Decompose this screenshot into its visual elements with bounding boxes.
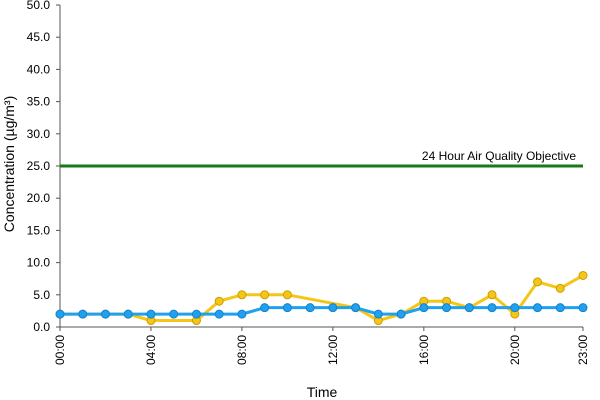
series-2-point (396, 309, 406, 319)
series-2-point (78, 309, 88, 319)
series-2-point (487, 303, 497, 313)
series-group (55, 270, 588, 326)
series-2-point (373, 309, 383, 319)
series-2-point (328, 303, 338, 313)
series-2-point (123, 309, 133, 319)
series-2-point (191, 309, 201, 319)
series-1-point (555, 283, 565, 293)
series-2-point (442, 303, 452, 313)
y-tick-label: 15.0 (27, 223, 51, 237)
x-tick-label: 12:00 (326, 335, 340, 365)
y-tick-label: 30.0 (27, 127, 51, 141)
series-2-point (533, 303, 543, 313)
reference-line-label: 24 Hour Air Quality Objective (422, 149, 576, 163)
series-2-point (100, 309, 110, 319)
x-tick-label: 08:00 (235, 335, 249, 365)
y-tick-label: 40.0 (27, 62, 51, 76)
x-axis-title: Time (307, 384, 338, 400)
x-tick-label: 04:00 (144, 335, 158, 365)
series-2-point (305, 303, 315, 313)
x-tick-label: 16:00 (417, 335, 431, 365)
series-2-point (419, 303, 429, 313)
y-tick-label: 5.0 (33, 288, 50, 302)
series-2-point (169, 309, 179, 319)
series-2-point (555, 303, 565, 313)
y-tick-label: 0.0 (33, 320, 50, 334)
y-tick-label: 45.0 (27, 30, 51, 44)
axes: 0.0 5.0 10.0 15.0 20.0 25.0 30.0 35.0 40.0 45.0 50… (27, 0, 590, 365)
series-1-point (214, 296, 224, 306)
series-2-line (60, 306, 583, 316)
series-2-point (351, 303, 361, 313)
series-2-point (55, 309, 65, 319)
y-tick-label: 35.0 (27, 95, 51, 109)
y-tick-label: 50.0 (27, 0, 51, 12)
reference-line-group: 24 Hour Air Quality Objective (60, 149, 583, 168)
x-tick-label: 20:00 (508, 335, 522, 365)
series-2-point (237, 309, 247, 319)
series-1-point (260, 290, 270, 300)
series-2-point (214, 309, 224, 319)
series-2-point (510, 303, 520, 313)
y-tick-label: 10.0 (27, 256, 51, 270)
y-axis-title: Concentration (µg/m³) (1, 96, 17, 232)
series-1-point (533, 277, 543, 287)
series-1-point (237, 290, 247, 300)
series-2-point (464, 303, 474, 313)
series-2-point (282, 303, 292, 313)
y-tick-label: 25.0 (27, 159, 51, 173)
series-2-point (146, 309, 156, 319)
series-2-point (260, 303, 270, 313)
y-tick-label: 20.0 (27, 191, 51, 205)
x-tick-label: 00:00 (53, 335, 67, 365)
series-2-point (578, 303, 588, 313)
x-tick-label: 23:00 (576, 335, 590, 365)
series-1-point (487, 290, 497, 300)
series-1-point (282, 290, 292, 300)
series-1-point (578, 270, 588, 280)
